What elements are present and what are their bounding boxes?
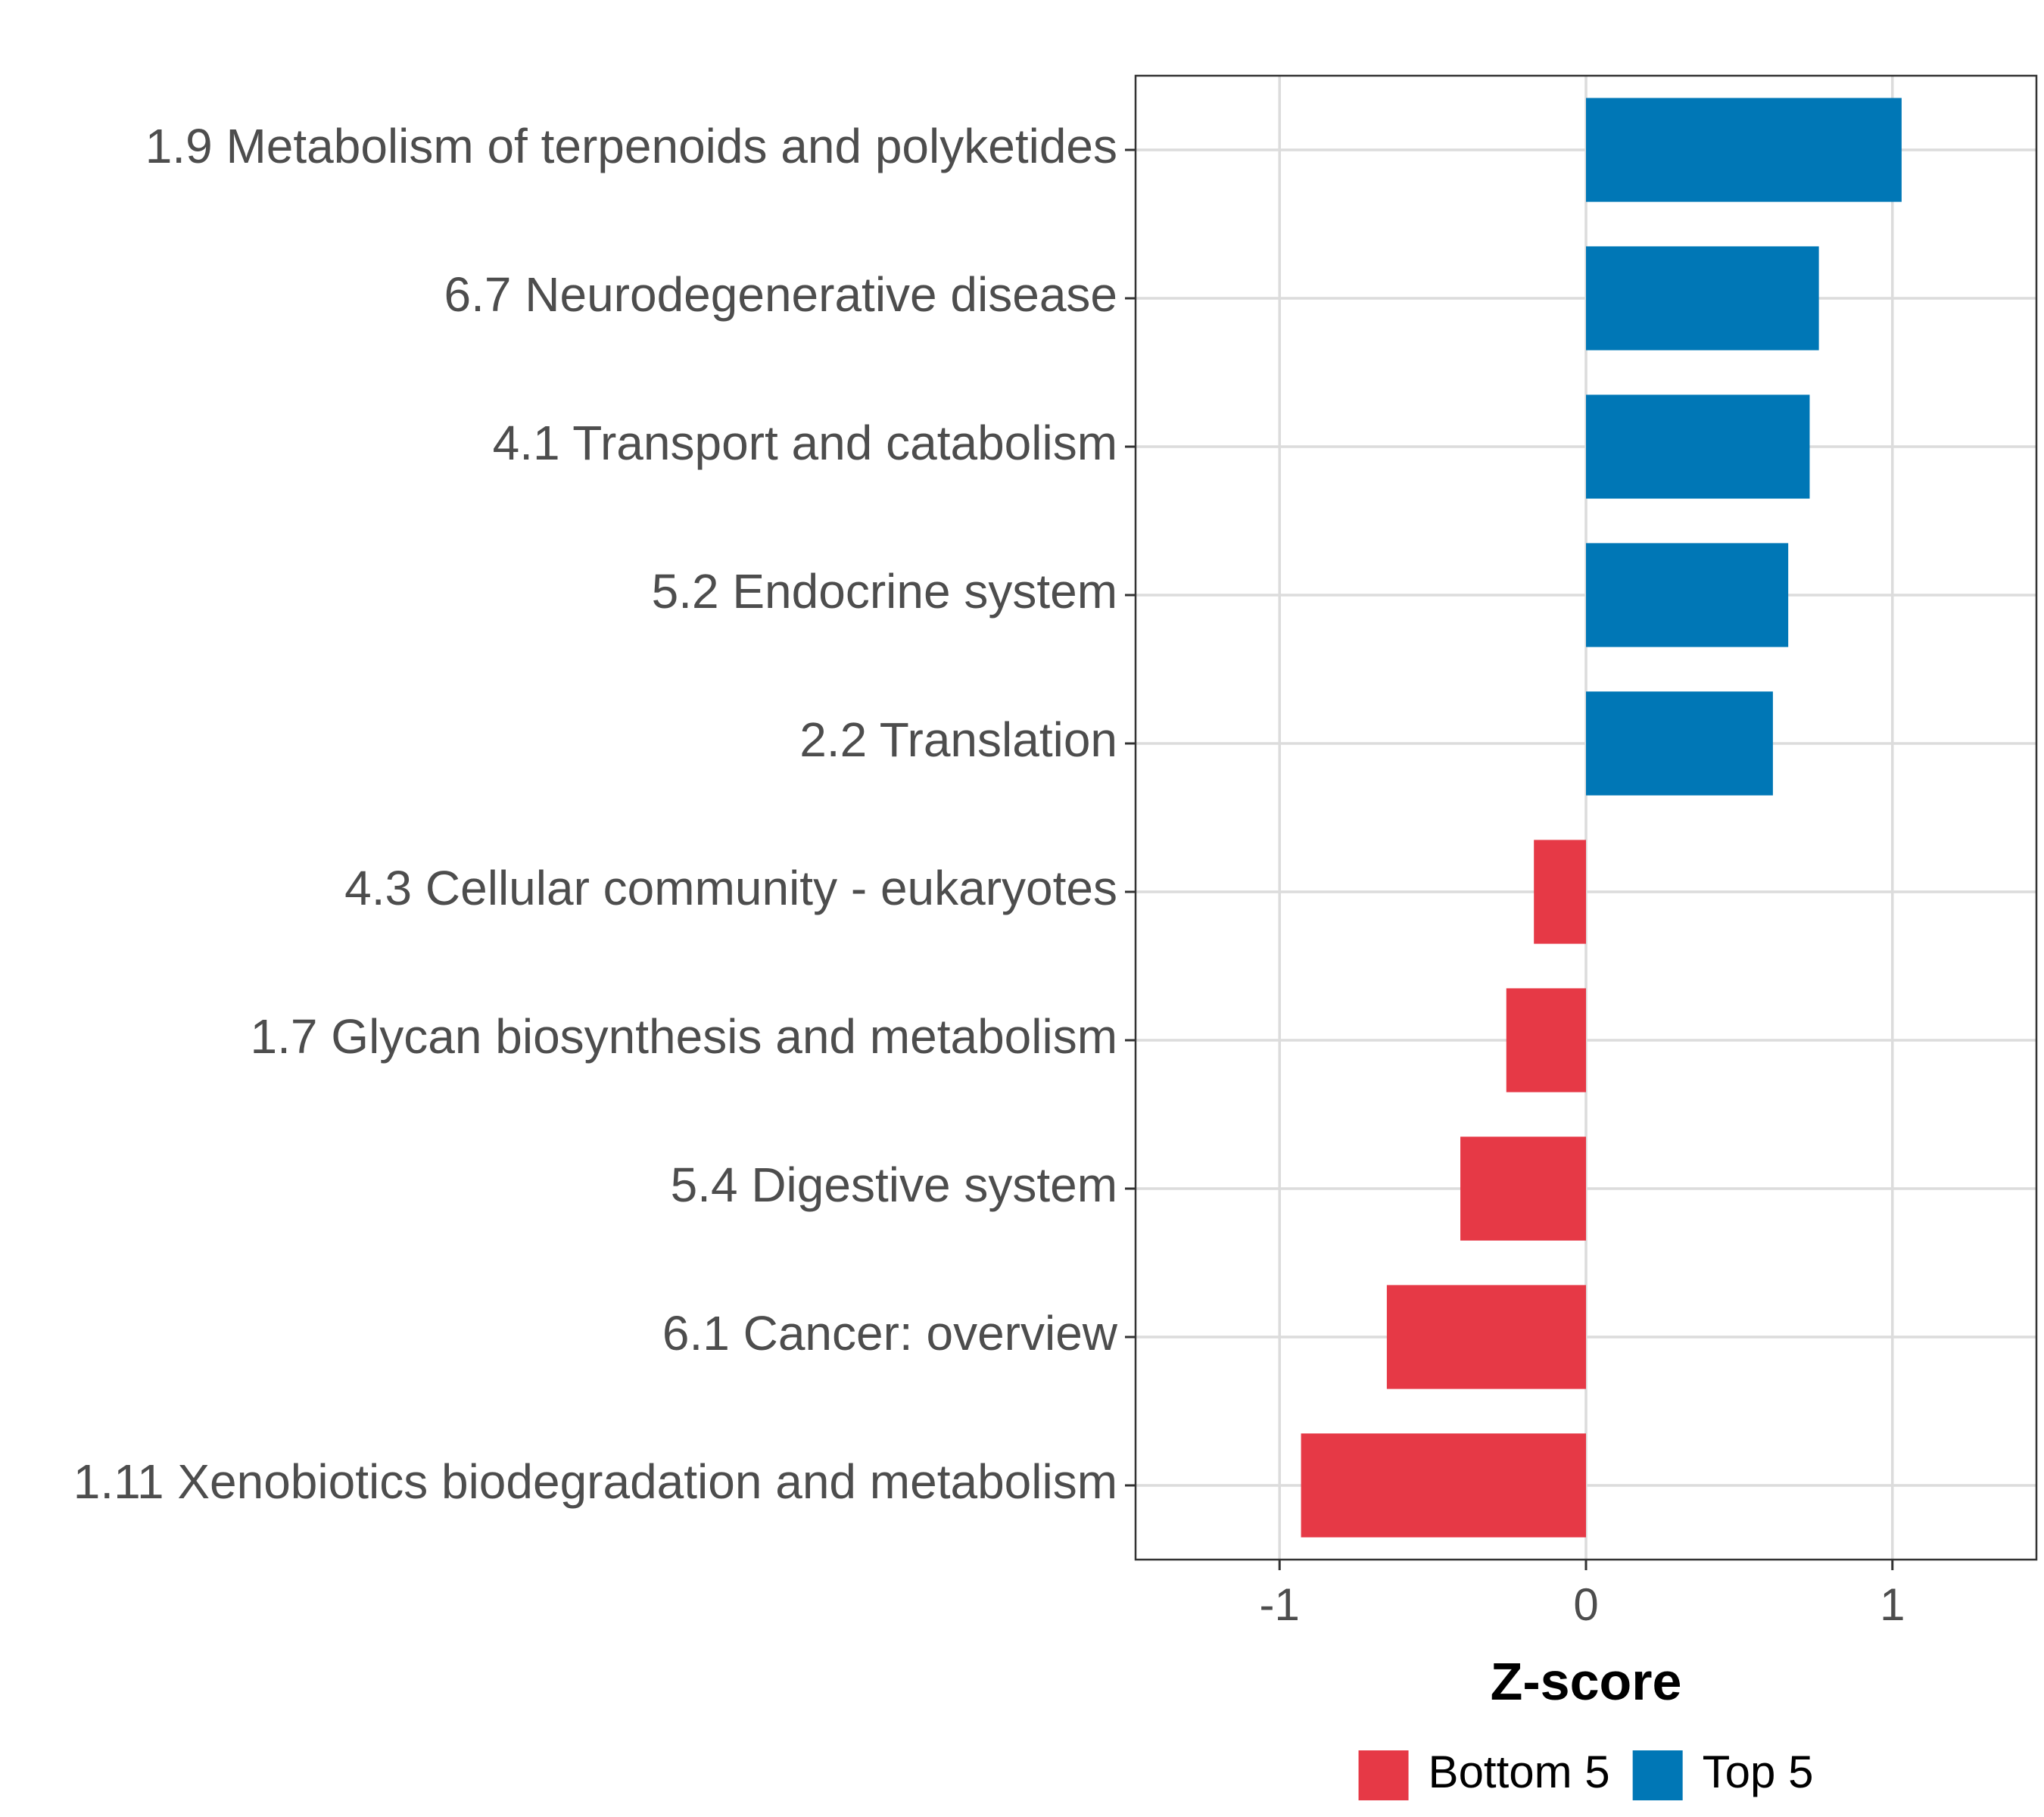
legend: Bottom 5 Top 5 — [1358, 1747, 1814, 1800]
bar — [1586, 246, 1819, 351]
bar — [1586, 691, 1773, 796]
bars — [1301, 98, 1902, 1538]
legend-label: Top 5 — [1703, 1747, 1814, 1797]
legend-swatch — [1632, 1750, 1683, 1800]
category-label: 6.7 Neurodegenerative disease — [444, 267, 1118, 322]
legend-label: Bottom 5 — [1429, 1747, 1610, 1797]
category-label: 5.2 Endocrine system — [652, 564, 1117, 619]
bar — [1301, 1433, 1586, 1538]
bar — [1386, 1285, 1586, 1389]
x-tick-label: -1 — [1260, 1579, 1300, 1630]
category-label: 1.11 Xenobiotics biodegradation and meta… — [73, 1454, 1117, 1509]
category-label: 5.4 Digestive system — [671, 1158, 1117, 1212]
x-axis-title: Z-score — [1491, 1652, 1682, 1711]
bar — [1586, 543, 1789, 647]
bar — [1460, 1136, 1586, 1241]
category-label: 4.1 Transport and catabolism — [493, 416, 1117, 470]
bar — [1506, 988, 1586, 1092]
category-label: 1.9 Metabolism of terpenoids and polyket… — [145, 119, 1117, 173]
category-label: 2.2 Translation — [799, 712, 1117, 767]
bar — [1586, 98, 1902, 202]
x-axis-ticks: -1 0 1 — [1260, 1560, 1905, 1630]
category-label: 6.1 Cancer: overview — [662, 1306, 1118, 1360]
bar — [1534, 840, 1586, 944]
y-axis-ticks: 1.9 Metabolism of terpenoids and polyket… — [73, 119, 1136, 1509]
legend-swatch — [1358, 1750, 1409, 1800]
category-label: 1.7 Glycan biosynthesis and metabolism — [251, 1009, 1117, 1064]
category-label: 4.3 Cellular community - eukaryotes — [344, 861, 1117, 915]
bar — [1586, 394, 1810, 499]
x-tick-label: 1 — [1880, 1579, 1905, 1630]
x-tick-label: 0 — [1573, 1579, 1598, 1630]
